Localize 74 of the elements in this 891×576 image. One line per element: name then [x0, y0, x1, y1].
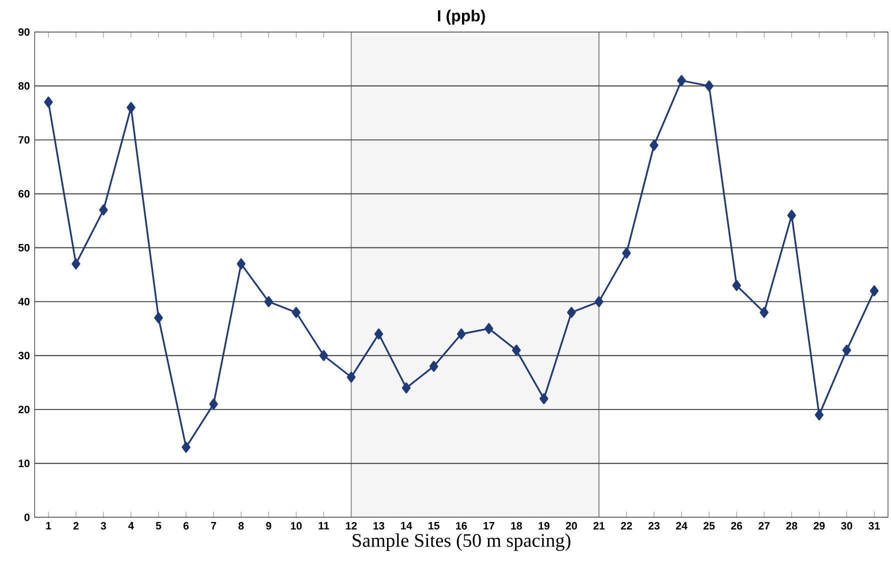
x-tick-label: 31 [868, 522, 880, 530]
x-tick-label: 3 [100, 522, 106, 530]
point [182, 442, 190, 453]
x-tick-label: 24 [676, 522, 688, 530]
point [677, 75, 686, 86]
point [456, 328, 466, 340]
x-tick-label: 7 [211, 522, 216, 530]
x-axis-title: Sample Sites (50 m spacing) [352, 533, 570, 551]
x-tick-label: 20 [566, 522, 577, 530]
x-tick-label: 6 [184, 522, 189, 530]
x-tick-label: 27 [758, 522, 770, 530]
x-tick-label: 28 [786, 522, 798, 530]
x-tick-label: 9 [266, 522, 272, 530]
point [44, 96, 53, 108]
chart-title: I (ppb) [438, 10, 485, 25]
x-tick-label: 22 [620, 522, 632, 530]
y-tick-label: 70 [18, 136, 30, 144]
x-tick-label: 5 [156, 522, 162, 530]
y-tick-label: 60 [18, 190, 30, 198]
point [374, 328, 384, 340]
x-tick-label: 8 [238, 522, 244, 530]
point [732, 280, 741, 291]
y-tick-label: 20 [18, 406, 30, 414]
x-tick-label: 26 [731, 522, 742, 530]
y-tick-label: 30 [18, 352, 30, 360]
x-tick-label: 17 [484, 522, 494, 530]
x-tick-label: 1 [46, 522, 52, 530]
y-tick-label: 10 [18, 460, 30, 468]
point [236, 258, 246, 270]
x-tick-label: 13 [373, 522, 384, 530]
point [760, 306, 769, 318]
x-tick-label: 16 [456, 522, 467, 530]
point [622, 248, 631, 259]
x-tick-label: 15 [428, 522, 440, 530]
y-tick-label: 80 [18, 82, 30, 90]
x-tick-label: 25 [704, 522, 715, 530]
point [319, 350, 328, 362]
point [264, 296, 274, 308]
x-tick-label: 23 [648, 522, 660, 530]
x-tick-label: 4 [128, 522, 134, 530]
x-tick-label: 14 [401, 522, 412, 530]
x-tick-label: 18 [511, 522, 522, 530]
point [594, 296, 604, 308]
point [842, 344, 852, 356]
point [540, 393, 548, 404]
point [72, 258, 80, 270]
point [870, 285, 879, 296]
point [484, 323, 494, 334]
point [99, 204, 108, 216]
point [209, 398, 218, 410]
point [292, 306, 301, 318]
point [346, 372, 356, 383]
x-tick-label: 21 [593, 522, 605, 530]
point [650, 140, 658, 151]
x-tick-label: 12 [346, 522, 357, 530]
point [787, 210, 796, 221]
point [512, 344, 521, 356]
point [704, 80, 714, 92]
point [429, 360, 438, 372]
x-tick-label: 2 [73, 522, 78, 530]
x-tick-label: 29 [814, 522, 825, 530]
point [126, 102, 136, 114]
point [567, 306, 576, 318]
y-tick-label: 50 [18, 244, 30, 252]
point [154, 312, 163, 324]
x-tick-label: 10 [290, 522, 302, 530]
point [402, 382, 411, 394]
x-tick-label: 19 [538, 522, 550, 530]
y-tick-label: 0 [24, 514, 30, 522]
x-tick-label: 11 [318, 522, 330, 530]
y-tick-label: 40 [18, 298, 30, 306]
x-tick-label: 30 [841, 522, 852, 530]
y-tick-label: 90 [18, 28, 30, 36]
point [814, 409, 824, 420]
